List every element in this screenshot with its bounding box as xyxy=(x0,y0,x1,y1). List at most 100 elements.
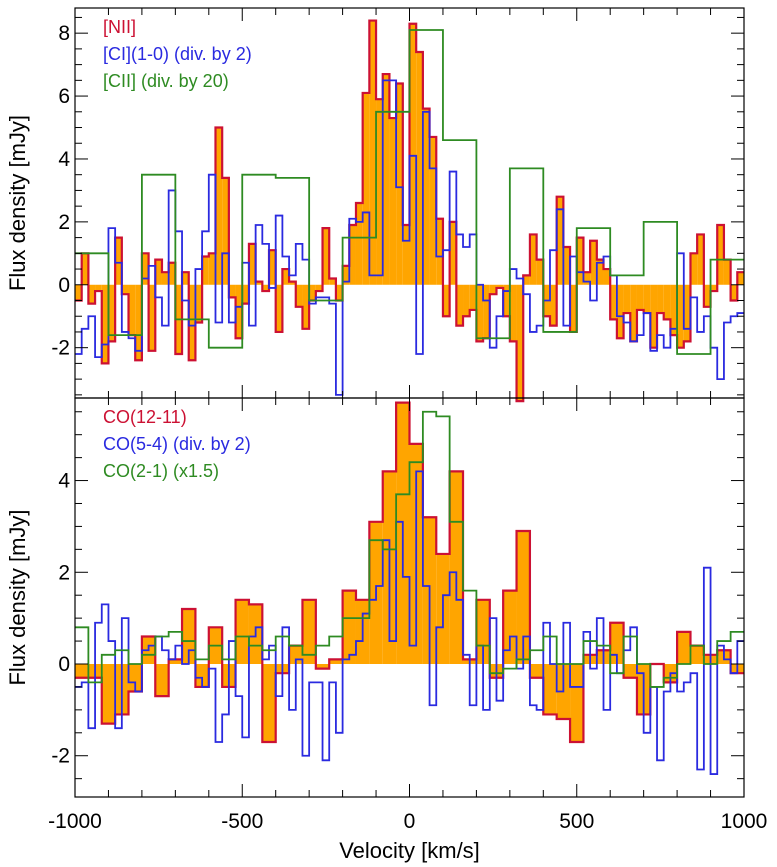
upper-fill-bin xyxy=(315,284,323,292)
upper-fill-bin xyxy=(583,272,591,285)
lower-fill-bin xyxy=(503,590,517,664)
upper-fill-bin xyxy=(643,284,651,314)
upper-fill-bin xyxy=(650,284,658,348)
lower-fill-bin xyxy=(329,659,343,664)
upper-fill-bin xyxy=(402,225,410,285)
upper-fill-bin xyxy=(516,284,524,402)
upper-legend-entry-3: [CII] (div. by 20) xyxy=(103,71,229,91)
upper-y-tick-label: -2 xyxy=(51,337,70,360)
upper-fill-bin xyxy=(202,256,209,285)
lower-series-1-line xyxy=(75,401,744,744)
upper-fill-bin xyxy=(141,253,149,285)
upper-fill-bin xyxy=(282,269,290,285)
lower-x-tick-label: 0 xyxy=(404,810,416,833)
upper-fill-bin xyxy=(489,284,497,295)
lower-fill-bin xyxy=(570,664,584,742)
upper-fill-bin xyxy=(369,20,377,285)
upper-fill-bin xyxy=(376,99,383,285)
upper-y-tick-label: 4 xyxy=(58,148,70,171)
upper-fill-bin xyxy=(101,284,109,364)
lower-series-2-line xyxy=(75,470,744,775)
lower-fill-bin xyxy=(155,664,169,697)
lower-y-tick-label: 2 xyxy=(58,561,70,584)
lower-fill-bin xyxy=(195,664,209,687)
upper-fill-bin xyxy=(235,284,243,339)
upper-fill-bin xyxy=(121,284,129,295)
upper-fill-bin xyxy=(295,284,303,307)
upper-fill-bin xyxy=(483,284,490,339)
upper-fill-bin xyxy=(563,247,571,285)
upper-fill-bin xyxy=(95,284,102,292)
upper-y-tick-label: 8 xyxy=(58,22,70,45)
upper-fill-bin xyxy=(449,221,457,285)
upper-fill-bin xyxy=(610,284,617,320)
upper-fill-bin xyxy=(88,284,96,304)
upper-fill-bin xyxy=(469,284,477,310)
upper-fill-bin xyxy=(630,284,637,342)
upper-fill-bin xyxy=(556,196,564,285)
upper-y-tick-label: 0 xyxy=(58,274,70,297)
lower-fill-bin xyxy=(128,664,142,692)
upper-y-axis-title: Flux density [mJy] xyxy=(5,115,30,291)
lower-fill-bin xyxy=(623,664,637,678)
upper-fill-bin xyxy=(396,83,403,285)
upper-fill-bin xyxy=(81,253,89,285)
upper-fill-bin xyxy=(416,52,423,285)
lower-fill-bin xyxy=(543,664,557,715)
upper-fill-bin xyxy=(590,240,597,285)
upper-fill-bin xyxy=(322,228,330,285)
lower-x-tick-label: 500 xyxy=(559,810,594,833)
lower-fill-bin xyxy=(168,659,183,664)
upper-fill-bin xyxy=(195,284,203,323)
upper-fill-bin xyxy=(737,272,744,285)
upper-fill-bin xyxy=(657,284,664,314)
upper-fill-bin xyxy=(422,108,430,285)
upper-fill-bin xyxy=(536,259,544,285)
upper-fill-bin xyxy=(703,284,711,307)
upper-fill-bin xyxy=(382,74,390,285)
upper-fill-bin xyxy=(115,237,122,285)
upper-fill-bin xyxy=(255,281,263,285)
upper-fill-bin xyxy=(215,127,223,285)
lower-y-tick-label: 0 xyxy=(58,653,70,676)
lower-y-tick-label: 4 xyxy=(58,470,70,493)
upper-fill-bin xyxy=(710,284,718,292)
lower-y-axis-title: Flux density [mJy] xyxy=(5,509,30,685)
upper-fill-bin xyxy=(222,177,229,285)
lower-plot-frame xyxy=(74,397,745,798)
upper-fill-bin xyxy=(161,272,169,285)
upper-fill-bin xyxy=(135,284,142,361)
upper-fill-bin xyxy=(335,284,343,301)
lower-fill-bin xyxy=(610,622,624,664)
upper-fill-bin xyxy=(603,269,611,285)
upper-fill-bin xyxy=(690,253,698,285)
upper-fill-bin xyxy=(717,225,724,285)
lower-legend-entry-3: CO(2-1) (x1.5) xyxy=(103,461,219,481)
upper-fill-bin xyxy=(155,259,162,285)
upper-fill-bin xyxy=(309,284,316,301)
upper-fill-bin xyxy=(730,284,738,301)
upper-fill-bin xyxy=(108,284,116,342)
upper-fill-bin xyxy=(429,136,437,285)
upper-fill-bin xyxy=(389,118,397,285)
upper-series-3-line xyxy=(75,29,744,355)
lower-legend-entry-1: CO(12-11) xyxy=(103,407,187,427)
upper-fill-bin xyxy=(188,284,196,361)
lower-fill-bin xyxy=(342,590,356,664)
upper-fill-bin xyxy=(248,243,256,285)
upper-fill-bin xyxy=(442,284,450,317)
upper-fill-bin xyxy=(476,284,484,342)
upper-fill-bin xyxy=(329,278,336,285)
upper-fill-bin xyxy=(549,284,557,326)
lower-series-3-line xyxy=(75,410,744,688)
upper-fill-bin xyxy=(182,272,189,285)
upper-fill-bin xyxy=(275,284,283,332)
lower-panel: -2 0 2 4 -1000 -500 0 500 1000 Flux density [mJy]… xyxy=(5,397,768,863)
lower-legend-entry-2: CO(5-4) (div. by 2) xyxy=(103,434,251,454)
lower-x-tick-label: 1000 xyxy=(721,810,768,833)
upper-fill-bin xyxy=(242,284,249,304)
upper-legend-entry-1: [NII] xyxy=(103,17,136,37)
upper-fill-bin xyxy=(463,284,470,317)
lower-x-tick-label: -1000 xyxy=(48,810,102,833)
